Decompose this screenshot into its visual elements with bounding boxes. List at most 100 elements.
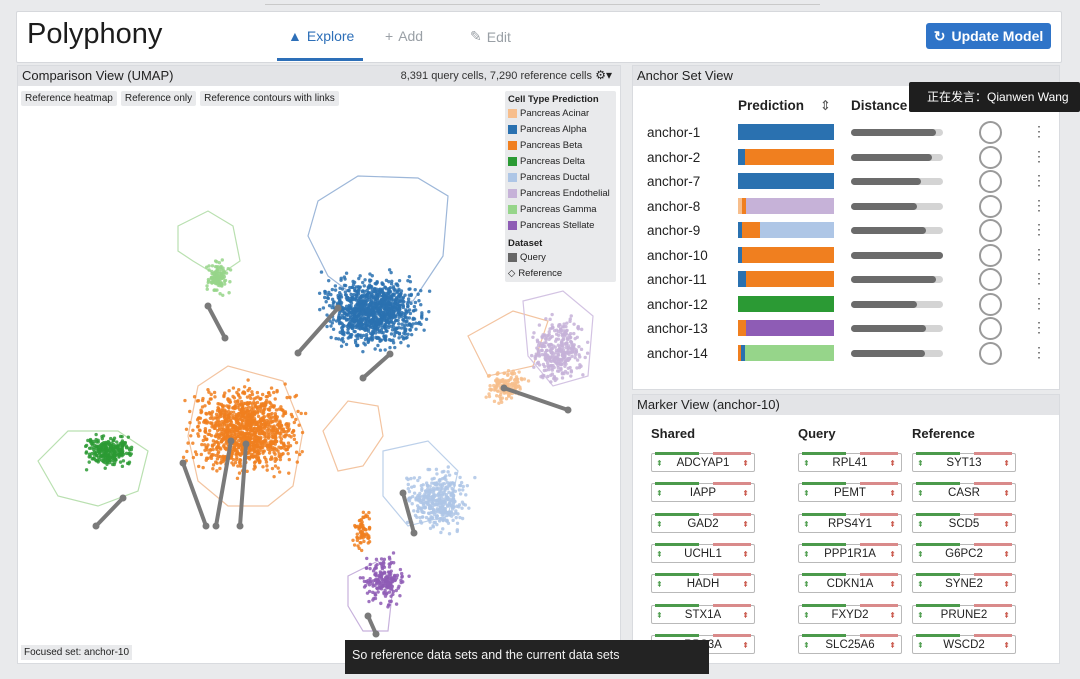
gene-chip[interactable]: ⇞ PPP1R1A ⇞: [798, 542, 902, 563]
gene-chip[interactable]: ⇞ GAD2 ⇞: [651, 512, 755, 533]
legend-item[interactable]: Pancreas Ductal: [505, 171, 616, 187]
anchor-endpoint: [179, 459, 187, 467]
anchor-link[interactable]: [401, 491, 416, 535]
marker-view-panel: Marker View (anchor-10) Shared Query Ref…: [632, 394, 1060, 664]
select-ring-icon[interactable]: [979, 170, 1002, 193]
legend-label: Pancreas Endothelial: [520, 188, 610, 199]
umap-plot[interactable]: [18, 86, 618, 661]
gene-chip[interactable]: ⇞ ADCYAP1 ⇞: [651, 452, 755, 472]
gene-chip[interactable]: ⇞ SYNE2 ⇞: [912, 573, 1016, 594]
prediction-bar[interactable]: [738, 344, 834, 361]
more-options-icon[interactable]: ⋮: [1032, 294, 1046, 311]
anchor-row[interactable]: anchor-2 ⋮: [633, 145, 1059, 171]
gene-chip[interactable]: ⇞ CDKN1A ⇞: [798, 573, 902, 594]
distance-fill: [851, 325, 927, 332]
gene-chip[interactable]: ⇞ WSCD2 ⇞: [912, 633, 1016, 654]
anchor-link[interactable]: [296, 306, 340, 355]
prediction-bar[interactable]: [738, 320, 834, 336]
select-ring-icon[interactable]: [979, 121, 1002, 144]
gene-chip[interactable]: ⇞ HADH ⇞: [651, 573, 755, 594]
tab-add[interactable]: + Add: [385, 28, 423, 44]
tab-explore[interactable]: ▲ Explore: [288, 28, 354, 44]
prediction-bar[interactable]: [738, 295, 834, 312]
select-ring-icon[interactable]: [979, 292, 1002, 316]
sort-icon[interactable]: ⇕: [819, 98, 832, 113]
legend-reference[interactable]: ◇ Reference: [505, 267, 616, 283]
gene-chip[interactable]: ⇞ SCD5 ⇞: [912, 512, 1016, 533]
gene-chip[interactable]: ⇞ SYT13 ⇞: [912, 452, 1016, 472]
anchor-row[interactable]: anchor-7 ⋮: [633, 170, 1059, 195]
query-cell-cluster: [351, 510, 372, 553]
more-options-icon[interactable]: ⋮: [1032, 270, 1046, 286]
more-options-icon[interactable]: ⋮: [1032, 123, 1046, 139]
prediction-column-header[interactable]: Prediction ⇕: [738, 98, 831, 114]
select-ring-icon[interactable]: [979, 317, 1002, 340]
anchor-link[interactable]: [502, 386, 570, 412]
distance-column-header[interactable]: Distance: [851, 98, 908, 113]
gene-chip[interactable]: ⇞ IAPP ⇞: [651, 482, 755, 503]
anchor-link[interactable]: [361, 352, 392, 380]
anchor-link[interactable]: [214, 439, 233, 528]
anchor-link[interactable]: [94, 496, 125, 528]
up-arrows-icon: ⇞: [889, 549, 896, 559]
select-ring-icon[interactable]: [979, 243, 1002, 267]
gene-chip[interactable]: ⇞ STX1A ⇞: [651, 603, 755, 624]
more-options-icon[interactable]: ⋮: [1032, 343, 1046, 360]
legend-item[interactable]: Pancreas Endothelial: [505, 187, 616, 203]
prediction-bar[interactable]: [738, 124, 834, 140]
up-arrows-icon: ⇞: [742, 580, 749, 590]
anchor-row[interactable]: anchor-12 ⋮: [633, 292, 1059, 318]
gene-chip[interactable]: ⇞ PEMT ⇞: [798, 482, 902, 503]
gene-chip[interactable]: ⇞ G6PC2 ⇞: [912, 542, 1016, 563]
tab-reference-contours[interactable]: Reference contours with links: [200, 91, 339, 106]
prediction-bar[interactable]: [738, 173, 834, 189]
anchor-link[interactable]: [206, 304, 227, 340]
gene-chip[interactable]: ⇞ RPL41 ⇞: [798, 452, 902, 472]
gene-chip[interactable]: ⇞ FXYD2 ⇞: [798, 603, 902, 624]
legend-item[interactable]: Pancreas Alpha: [505, 123, 616, 139]
more-options-icon[interactable]: ⋮: [1032, 172, 1046, 188]
more-options-icon[interactable]: ⋮: [1032, 221, 1046, 237]
select-ring-icon[interactable]: [979, 341, 1002, 365]
select-ring-icon[interactable]: [979, 145, 1002, 169]
gene-chip[interactable]: ⇞ RPS4Y1 ⇞: [798, 512, 902, 533]
anchor-row[interactable]: anchor-10 ⋮: [633, 243, 1059, 269]
reference-expression-bar: [713, 482, 751, 486]
legend-query[interactable]: Query: [505, 251, 616, 267]
more-options-icon[interactable]: ⋮: [1032, 245, 1046, 262]
gear-icon[interactable]: ⚙▾: [595, 68, 612, 82]
tab-edit[interactable]: ✎ Edit: [470, 28, 511, 45]
anchor-row[interactable]: anchor-14 ⋮: [633, 341, 1059, 367]
tab-reference-heatmap[interactable]: Reference heatmap: [21, 91, 117, 106]
select-ring-icon[interactable]: [979, 268, 1002, 291]
legend-item[interactable]: Pancreas Delta: [505, 155, 616, 171]
anchor-link[interactable]: [181, 461, 208, 528]
anchor-link[interactable]: [238, 442, 248, 528]
more-options-icon[interactable]: ⋮: [1032, 319, 1046, 335]
prediction-bar[interactable]: [738, 148, 834, 165]
prediction-bar[interactable]: [738, 246, 834, 263]
more-options-icon[interactable]: ⋮: [1032, 147, 1046, 164]
update-model-button[interactable]: ↻ Update Model: [926, 23, 1051, 49]
tab-reference-only[interactable]: Reference only: [120, 91, 197, 106]
anchor-row[interactable]: anchor-13 ⋮: [633, 317, 1059, 342]
gene-chip[interactable]: ⇞ UCHL1 ⇞: [651, 542, 755, 563]
prediction-bar[interactable]: [738, 271, 834, 287]
gene-chip[interactable]: ⇞ CASR ⇞: [912, 482, 1016, 503]
anchor-row[interactable]: anchor-1 ⋮: [633, 121, 1059, 146]
up-arrows-icon: ⇞: [742, 519, 749, 529]
legend-item[interactable]: Pancreas Acinar: [505, 107, 616, 123]
prediction-bar[interactable]: [738, 222, 834, 238]
prediction-bar[interactable]: [738, 197, 834, 214]
more-options-icon[interactable]: ⋮: [1032, 196, 1046, 213]
anchor-row[interactable]: anchor-8 ⋮: [633, 194, 1059, 220]
legend-item[interactable]: Pancreas Beta: [505, 139, 616, 155]
select-ring-icon[interactable]: [979, 219, 1002, 242]
select-ring-icon[interactable]: [979, 194, 1002, 218]
gene-chip[interactable]: ⇞ PRUNE2 ⇞: [912, 603, 1016, 624]
legend-item[interactable]: Pancreas Gamma: [505, 203, 616, 219]
anchor-row[interactable]: anchor-9 ⋮: [633, 219, 1059, 244]
anchor-row[interactable]: anchor-11 ⋮: [633, 268, 1059, 293]
legend-item[interactable]: Pancreas Stellate: [505, 219, 616, 235]
gene-chip[interactable]: ⇞ SLC25A6 ⇞: [798, 633, 902, 654]
